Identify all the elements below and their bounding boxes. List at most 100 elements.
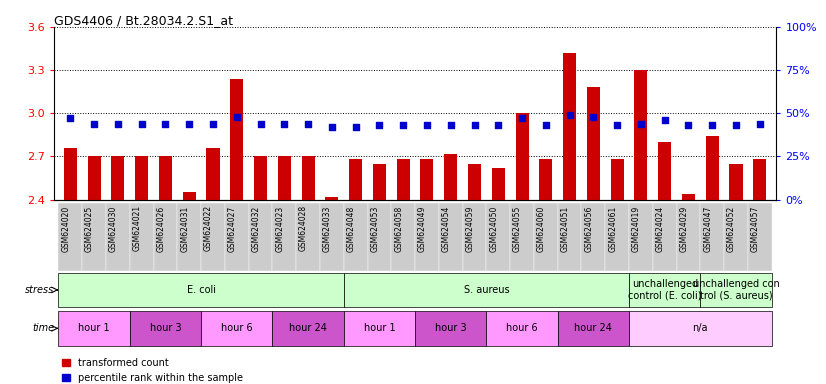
Point	[705, 122, 719, 128]
Text: unchallenged con
trol (S. aureus): unchallenged con trol (S. aureus)	[693, 279, 780, 301]
Text: hour 24: hour 24	[289, 323, 327, 333]
FancyBboxPatch shape	[700, 203, 724, 271]
Bar	[183, 192, 196, 200]
Text: GSM624031: GSM624031	[180, 205, 189, 252]
FancyBboxPatch shape	[130, 203, 154, 271]
Text: GSM624019: GSM624019	[632, 205, 641, 252]
Bar	[563, 53, 577, 200]
Text: GSM624052: GSM624052	[727, 205, 736, 252]
Text: hour 24: hour 24	[574, 323, 612, 333]
Point	[64, 115, 77, 121]
FancyBboxPatch shape	[748, 203, 771, 271]
Bar	[88, 157, 101, 200]
Point	[682, 122, 695, 128]
Text: GSM624049: GSM624049	[418, 205, 427, 252]
FancyBboxPatch shape	[59, 273, 344, 307]
FancyBboxPatch shape	[178, 203, 201, 271]
Point	[396, 122, 410, 128]
Point	[729, 122, 743, 128]
Point	[325, 124, 339, 130]
Text: GSM624048: GSM624048	[347, 205, 356, 252]
FancyBboxPatch shape	[297, 203, 320, 271]
Text: GSM624057: GSM624057	[751, 205, 760, 252]
Bar	[586, 87, 600, 200]
Bar	[539, 159, 553, 200]
Text: GSM624027: GSM624027	[228, 205, 237, 252]
FancyBboxPatch shape	[510, 203, 534, 271]
Bar	[634, 70, 648, 200]
FancyBboxPatch shape	[249, 203, 273, 271]
Point	[586, 114, 600, 120]
Bar	[301, 157, 315, 200]
Bar	[658, 142, 672, 200]
FancyBboxPatch shape	[439, 203, 463, 271]
Text: hour 1: hour 1	[78, 323, 110, 333]
Point	[183, 121, 196, 127]
Text: stress: stress	[25, 285, 55, 295]
Text: GSM624033: GSM624033	[323, 205, 332, 252]
Text: GSM624050: GSM624050	[489, 205, 498, 252]
Text: GSM624058: GSM624058	[394, 205, 403, 252]
FancyBboxPatch shape	[605, 203, 629, 271]
FancyBboxPatch shape	[487, 311, 558, 346]
FancyBboxPatch shape	[415, 203, 439, 271]
Text: GSM624029: GSM624029	[680, 205, 689, 252]
Point	[468, 122, 481, 128]
Text: GSM624026: GSM624026	[156, 205, 165, 252]
Text: GDS4406 / Bt.28034.2.S1_at: GDS4406 / Bt.28034.2.S1_at	[54, 14, 233, 27]
Point	[278, 121, 291, 127]
Point	[420, 122, 434, 128]
Text: GSM624055: GSM624055	[513, 205, 522, 252]
FancyBboxPatch shape	[653, 203, 676, 271]
Text: GSM624024: GSM624024	[656, 205, 665, 252]
Text: hour 6: hour 6	[221, 323, 253, 333]
FancyBboxPatch shape	[487, 203, 510, 271]
Point	[301, 121, 315, 127]
FancyBboxPatch shape	[344, 273, 629, 307]
Text: time: time	[32, 323, 55, 333]
Point	[206, 121, 220, 127]
FancyBboxPatch shape	[273, 311, 344, 346]
FancyBboxPatch shape	[368, 203, 392, 271]
Bar	[112, 157, 125, 200]
Bar	[325, 197, 339, 200]
FancyBboxPatch shape	[700, 273, 771, 307]
FancyBboxPatch shape	[106, 203, 130, 271]
Text: GSM624023: GSM624023	[275, 205, 284, 252]
Text: E. coli: E. coli	[187, 285, 216, 295]
FancyBboxPatch shape	[83, 203, 106, 271]
FancyBboxPatch shape	[629, 203, 653, 271]
Point	[159, 121, 172, 127]
Bar	[278, 157, 291, 200]
FancyBboxPatch shape	[201, 311, 273, 346]
Text: GSM624054: GSM624054	[442, 205, 451, 252]
Text: hour 3: hour 3	[435, 323, 467, 333]
Text: GSM624028: GSM624028	[299, 205, 308, 252]
FancyBboxPatch shape	[629, 311, 771, 346]
FancyBboxPatch shape	[463, 203, 487, 271]
Point	[349, 124, 363, 130]
Bar	[468, 164, 481, 200]
Point	[491, 122, 505, 128]
FancyBboxPatch shape	[225, 203, 249, 271]
Text: GSM624056: GSM624056	[584, 205, 593, 252]
Text: hour 3: hour 3	[150, 323, 181, 333]
Bar	[159, 157, 172, 200]
Bar	[515, 113, 529, 200]
Text: GSM624059: GSM624059	[466, 205, 474, 252]
Text: GSM624047: GSM624047	[703, 205, 712, 252]
FancyBboxPatch shape	[59, 311, 130, 346]
Bar	[420, 159, 434, 200]
Point	[230, 114, 244, 120]
Legend: transformed count, percentile rank within the sample: transformed count, percentile rank withi…	[59, 354, 247, 384]
Bar	[396, 159, 410, 200]
FancyBboxPatch shape	[534, 203, 558, 271]
Point	[658, 117, 672, 123]
Bar	[444, 154, 458, 200]
Bar	[373, 164, 386, 200]
Text: GSM624061: GSM624061	[608, 205, 617, 252]
Text: GSM624021: GSM624021	[133, 205, 141, 252]
FancyBboxPatch shape	[582, 203, 605, 271]
Point	[135, 121, 148, 127]
Bar	[682, 194, 695, 200]
